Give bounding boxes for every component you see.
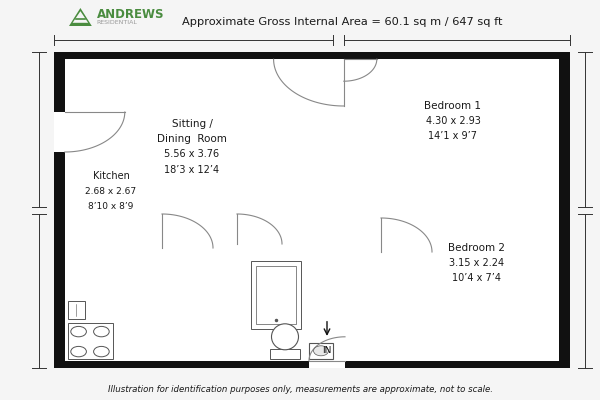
Text: 8’10 x 8’9: 8’10 x 8’9 — [88, 202, 134, 211]
Bar — [381, 207, 392, 214]
Bar — [256, 266, 296, 324]
Bar — [381, 214, 392, 361]
Text: Illustration for identification purposes only, measurements are approximate, not: Illustration for identification purposes… — [107, 386, 493, 394]
Bar — [237, 214, 248, 244]
Text: Dining  Room: Dining Room — [157, 134, 227, 144]
Text: 10’4 x 7’4: 10’4 x 7’4 — [452, 274, 502, 283]
Bar — [68, 301, 85, 319]
Circle shape — [94, 326, 109, 337]
Text: 5.56 x 3.76: 5.56 x 3.76 — [164, 150, 220, 159]
Polygon shape — [69, 8, 92, 26]
Text: ANDREWS: ANDREWS — [97, 8, 164, 21]
Bar — [381, 214, 392, 252]
Bar — [251, 207, 315, 214]
Text: Bedroom 2: Bedroom 2 — [449, 243, 505, 253]
Bar — [251, 261, 301, 329]
Text: 18’3 x 12’4: 18’3 x 12’4 — [164, 165, 220, 174]
Bar — [344, 207, 570, 214]
Bar — [333, 59, 344, 361]
Bar — [71, 207, 125, 214]
Circle shape — [71, 326, 86, 337]
Bar — [333, 59, 344, 106]
Text: RESIDENTIAL: RESIDENTIAL — [97, 20, 137, 25]
Text: 4.30 x 2.93: 4.30 x 2.93 — [425, 116, 481, 126]
Bar — [237, 207, 248, 361]
Bar — [65, 207, 344, 214]
Bar — [309, 343, 333, 359]
Text: Approximate Gross Internal Area = 60.1 sq m / 647 sq ft: Approximate Gross Internal Area = 60.1 s… — [182, 17, 502, 27]
Polygon shape — [73, 11, 88, 23]
Text: 2.68 x 2.67: 2.68 x 2.67 — [85, 187, 137, 196]
Bar — [270, 349, 300, 359]
Bar — [54, 52, 570, 368]
Bar — [162, 214, 173, 361]
Circle shape — [94, 346, 109, 357]
Circle shape — [71, 346, 86, 357]
Bar — [315, 207, 326, 361]
Text: Bedroom 1: Bedroom 1 — [425, 101, 482, 111]
Text: 3.15 x 2.24: 3.15 x 2.24 — [449, 258, 505, 268]
Bar — [54, 112, 65, 152]
Text: Sitting /: Sitting / — [172, 119, 212, 129]
Ellipse shape — [271, 324, 299, 350]
Bar — [68, 323, 113, 359]
Bar — [162, 214, 173, 248]
Text: Kitchen: Kitchen — [92, 171, 130, 181]
Text: IN: IN — [322, 346, 332, 355]
Bar — [309, 361, 345, 368]
Bar — [65, 59, 559, 361]
Text: 14’1 x 9’7: 14’1 x 9’7 — [428, 131, 478, 141]
Ellipse shape — [314, 346, 329, 356]
